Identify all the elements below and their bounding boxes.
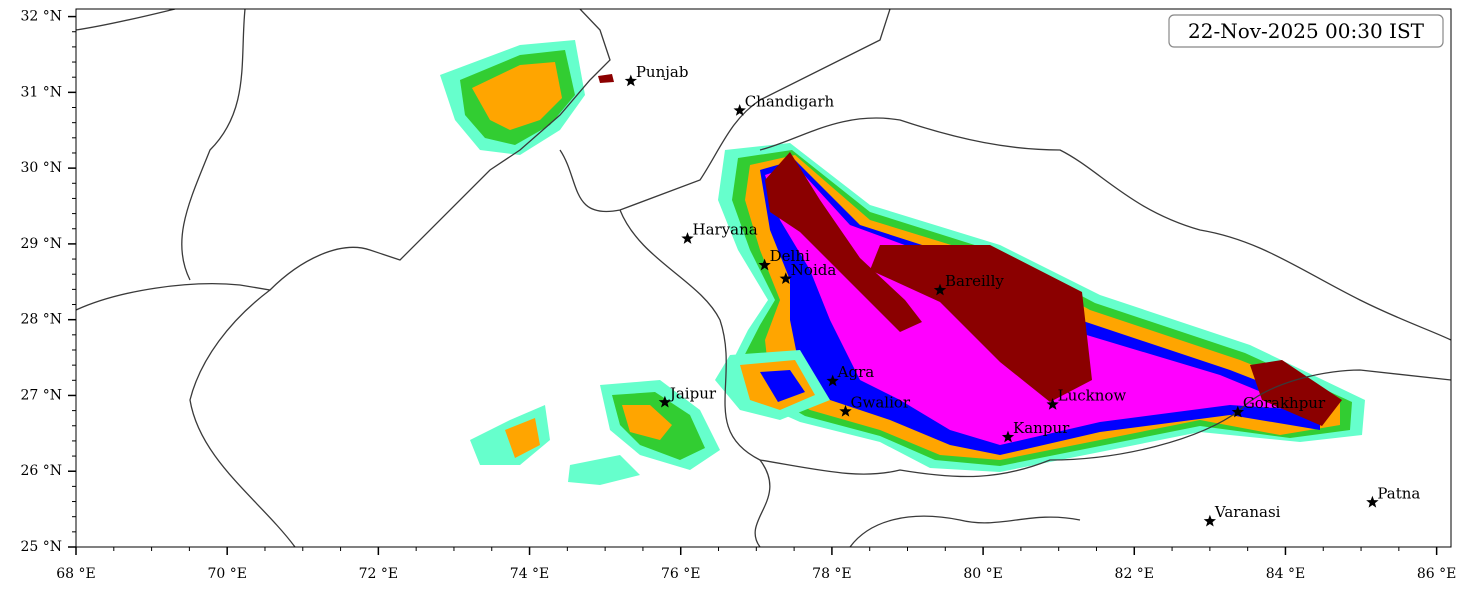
city-label: Kanpur [1013,419,1070,437]
city-label: Jaipur [668,384,717,402]
city-marker [624,74,637,87]
city-label: Patna [1377,484,1420,502]
city-label: Gorakhpur [1243,394,1326,412]
border [849,515,1081,547]
y-tick-label: 27 °N [20,387,62,403]
city-marker [933,283,947,296]
x-tick-label: 86 °E [1417,566,1456,582]
city-marker [1366,495,1379,508]
precipitation [440,40,1365,485]
border [189,289,296,547]
border [759,117,1451,341]
city-marker [758,258,771,271]
city-marker [733,104,746,116]
x-tick-label: 68 °E [56,566,95,582]
city-marker [826,374,839,387]
city-marker [681,232,694,244]
city-label: Delhi [770,247,810,265]
x-tick-label: 72 °E [359,566,398,582]
timestamp-box [1168,14,1444,48]
y-tick-label: 29 °N [20,236,62,252]
x-tick-label: 70 °E [207,566,246,582]
city-marker [779,272,792,284]
city-label: Noida [791,261,837,279]
border [76,9,611,311]
timestamp: 22-Nov-2025 00:30 IST [1188,19,1425,43]
city-label: Varanasi [1214,503,1281,521]
y-tick-label: 25 °N [20,539,62,555]
city-marker [1203,514,1216,527]
x-tick-label: 78 °E [812,566,851,582]
city-label: Punjab [636,63,689,81]
border [559,9,891,213]
y-tick-label: 28 °N [20,312,62,328]
y-tick-label: 32 °N [20,9,62,25]
plot-frame [75,8,1452,548]
x-tick-label: 82 °E [1115,566,1154,582]
city-marker [1231,405,1244,418]
border [759,369,1451,478]
y-tick-label: 31 °N [20,84,62,100]
city-marker [1001,430,1015,443]
city-label: Gwalior [851,393,911,411]
city-label: Haryana [693,221,758,239]
y-tick-label: 26 °N [20,463,62,479]
x-tick-label: 74 °E [510,566,549,582]
y-tick-label: 30 °N [20,160,62,176]
borders [76,9,1451,547]
city-label: Lucknow [1058,387,1127,405]
city-label: Agra [837,363,875,381]
border [76,9,246,281]
x-tick-label: 84 °E [1266,566,1305,582]
city-marker [658,395,671,408]
city-label: Bareilly [945,272,1004,290]
city-marker [839,404,852,417]
city-label: Chandigarh [745,93,835,111]
x-tick-label: 80 °E [963,566,1002,582]
city-marker [1046,398,1059,410]
x-tick-label: 76 °E [661,566,700,582]
border [619,209,771,547]
